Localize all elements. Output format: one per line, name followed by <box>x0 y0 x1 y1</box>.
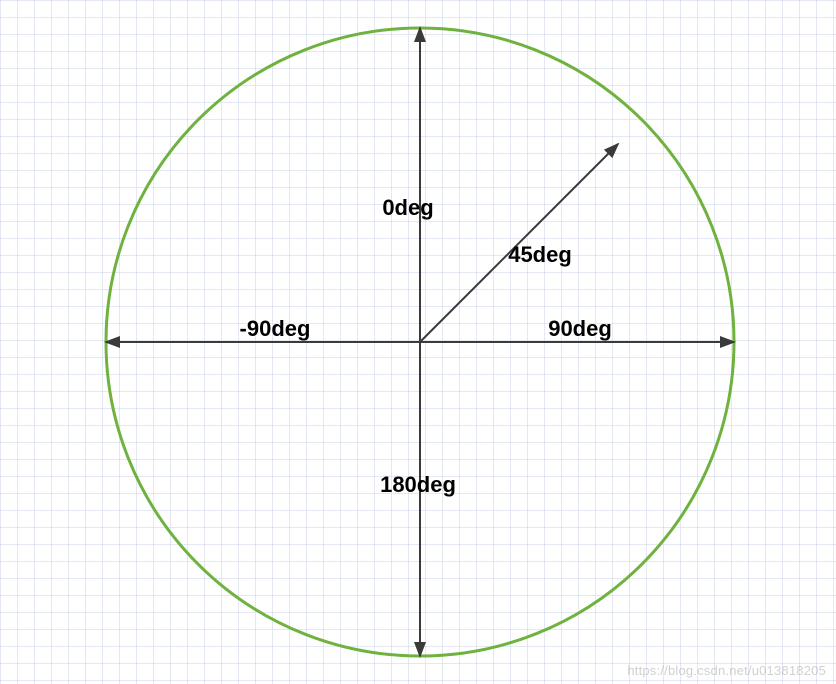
diagram-canvas: 0deg 45deg 90deg -90deg 180deg https://blog.… <box>0 0 836 684</box>
label-deg0: 0deg <box>382 195 433 220</box>
label-deg180: 180deg <box>380 472 456 497</box>
label-deg45: 45deg <box>508 242 572 267</box>
watermark-text: https://blog.csdn.net/u013818205 <box>627 663 826 678</box>
angle-diagram-svg: 0deg 45deg 90deg -90deg 180deg <box>0 0 836 684</box>
label-deg90: 90deg <box>548 316 612 341</box>
label-degm90: -90deg <box>240 316 311 341</box>
